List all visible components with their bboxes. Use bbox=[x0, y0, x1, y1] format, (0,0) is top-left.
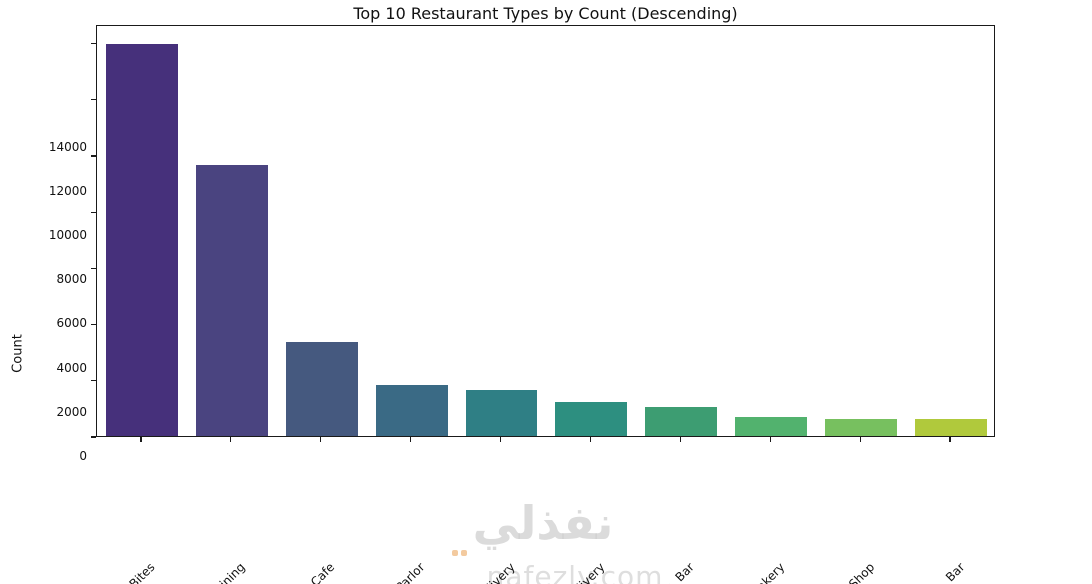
bar-casual-dining bbox=[195, 164, 268, 436]
y-tick-label: 14000 bbox=[48, 139, 87, 154]
bar-delivery bbox=[465, 390, 538, 436]
x-tick-mark bbox=[589, 437, 592, 442]
y-tick-mark bbox=[91, 99, 96, 101]
x-tick-mark bbox=[140, 437, 142, 442]
x-tick-mark bbox=[679, 437, 681, 442]
bar-casual-dining-bar bbox=[645, 406, 718, 436]
watermark-logo: نفذلي bbox=[472, 496, 614, 550]
x-tick-mark bbox=[320, 437, 322, 442]
y-tick-mark bbox=[91, 323, 96, 326]
plot-area bbox=[96, 25, 995, 437]
bar-takeaway-delivery bbox=[555, 401, 628, 436]
y-tick-label: 0 bbox=[79, 449, 87, 463]
x-tick-mark bbox=[769, 437, 771, 442]
bar-bar bbox=[915, 418, 987, 436]
y-tick-label: 4000 bbox=[56, 360, 87, 375]
y-tick-mark bbox=[91, 211, 96, 213]
y-tick-label: 2000 bbox=[56, 404, 87, 419]
y-tick-mark bbox=[91, 380, 96, 382]
y-tick-label: 12000 bbox=[48, 183, 87, 198]
y-tick-mark bbox=[91, 42, 96, 45]
y-tick-mark bbox=[91, 267, 96, 269]
x-tick-mark bbox=[230, 437, 232, 442]
bar-beverage-shop bbox=[825, 418, 898, 436]
x-tick-mark bbox=[410, 437, 412, 442]
bar-dessert-parlor bbox=[375, 384, 448, 436]
x-tick-mark bbox=[859, 437, 861, 442]
y-tick-label: 10000 bbox=[48, 227, 87, 242]
y-tick-label: 6000 bbox=[56, 316, 87, 331]
y-tick-label: 8000 bbox=[56, 272, 87, 287]
x-tick-mark bbox=[499, 437, 502, 442]
watermark-domain-text: nafezly.com bbox=[486, 560, 664, 584]
x-tick-mark bbox=[949, 437, 951, 442]
bar-quick-bites bbox=[105, 43, 178, 436]
y-axis-label: Count bbox=[10, 334, 26, 373]
watermark-accent-dot bbox=[461, 550, 467, 556]
bar-cafe bbox=[285, 341, 358, 436]
y-tick-mark bbox=[91, 436, 96, 438]
bar-bakery bbox=[735, 416, 808, 436]
chart-title: Top 10 Restaurant Types by Count (Descen… bbox=[353, 4, 738, 23]
y-tick-mark bbox=[91, 155, 96, 157]
watermark-accent-dot bbox=[452, 550, 458, 556]
